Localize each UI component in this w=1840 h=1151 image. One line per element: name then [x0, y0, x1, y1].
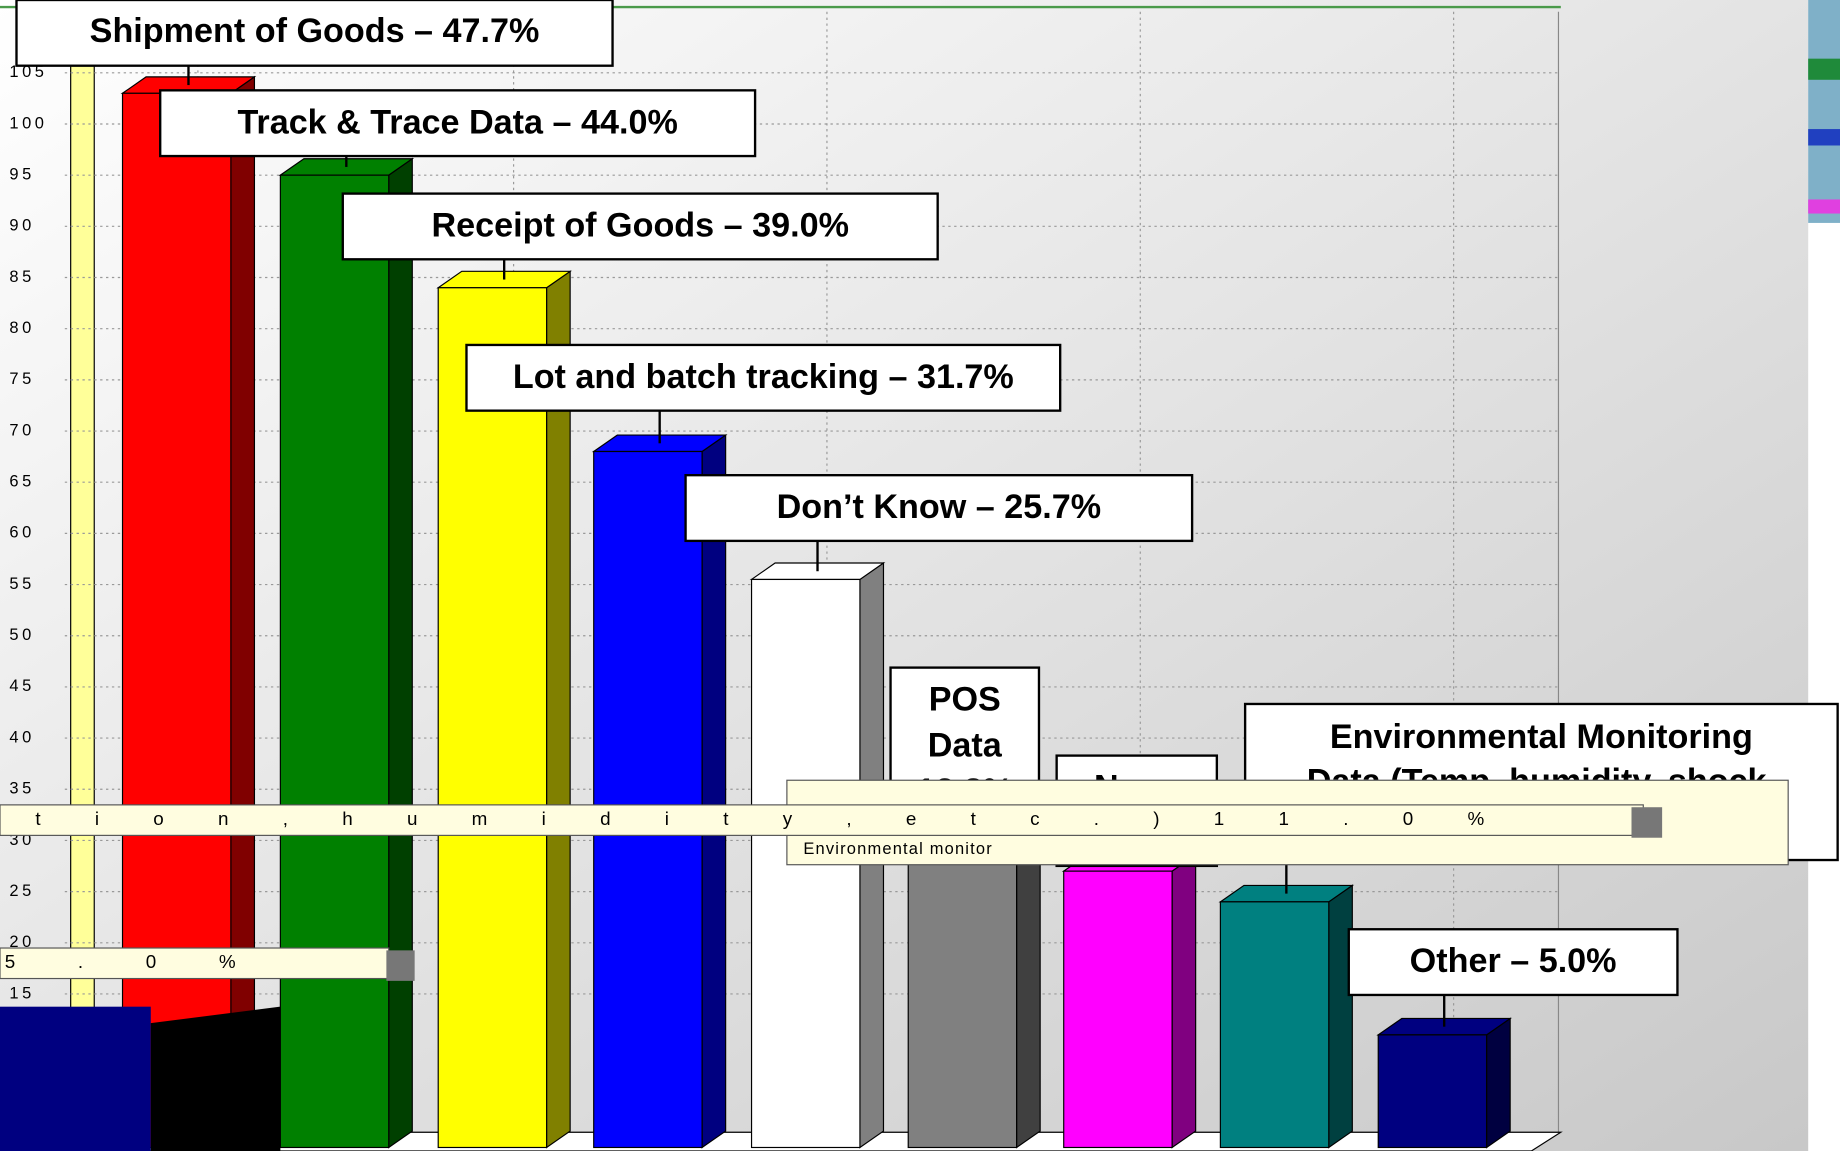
callout-label: Environmental Monitoring [1330, 718, 1753, 756]
overlay-strip [0, 947, 390, 980]
callout-label: POS [929, 681, 1001, 719]
bar-side [1171, 853, 1197, 1149]
bar-side [388, 157, 413, 1149]
y-tick-label: 25 [9, 882, 34, 900]
y-tick-label: 80 [9, 319, 34, 337]
bar [1219, 901, 1330, 1149]
thumbnail [1808, 0, 1840, 223]
y-tick-label: 45 [9, 677, 34, 695]
bar [1063, 870, 1173, 1149]
callout-box [159, 89, 757, 158]
callout-label: Track & Trace Data – 44.0% [237, 103, 677, 141]
y-tick-label: 105 [9, 63, 47, 81]
thumbnail-image [1808, 58, 1840, 80]
y-tick-label: 70 [9, 421, 34, 439]
overlay-strip [0, 804, 1644, 836]
y-tick-label: 85 [9, 268, 34, 286]
thumbnail-image [1808, 199, 1840, 214]
bar-side [230, 75, 256, 1149]
bar [437, 287, 548, 1149]
callout-label: Shipment of Goods – 47.7% [90, 12, 540, 50]
y-tick-label: 20 [9, 933, 34, 951]
callout-label: Receipt of Goods – 39.0% [431, 207, 848, 245]
callout-box [341, 192, 939, 261]
y-tick-label: 95 [9, 166, 34, 184]
bar-side [1486, 1017, 1511, 1149]
callout-label: Lot and batch tracking – 31.7% [513, 358, 1014, 396]
overlay-block [0, 1006, 151, 1151]
y-tick-label: 50 [9, 626, 34, 644]
callout-box [15, 0, 614, 67]
thumbnail-image [1808, 0, 1840, 223]
bar-side [1328, 884, 1353, 1149]
bar [1377, 1034, 1488, 1149]
y-tick-label: 90 [9, 217, 34, 235]
overlay-strip-shadow [386, 950, 415, 981]
left-pillar [70, 22, 95, 1151]
overlay-strips: t i o n , h u m i d i t y , e t c . ) 1 … [0, 779, 1789, 981]
bar [121, 92, 232, 1149]
y-tick-label: 60 [9, 524, 34, 542]
bars [120, 75, 1513, 1149]
overlay-strip-shadow [1631, 807, 1663, 838]
y-tick-label: 100 [9, 114, 47, 132]
y-tick-label: 15 [9, 984, 34, 1002]
y-tick-label: 55 [9, 575, 34, 593]
callout-box [684, 474, 1194, 543]
y-tick-label: 75 [9, 370, 34, 388]
callout-label: Don’t Know – 25.7% [777, 488, 1101, 526]
callout-label: Data [928, 726, 1003, 764]
bar [593, 450, 703, 1149]
callout-box [465, 343, 1062, 412]
y-tick-label: 35 [9, 780, 34, 798]
y-tick-label: 40 [9, 728, 34, 746]
overlay-block-side [150, 1006, 281, 1151]
bar-side [1016, 822, 1041, 1149]
annotation: Environmental monitor [803, 840, 993, 858]
callout-box [1347, 928, 1679, 997]
callout-label: Other – 5.0% [1410, 942, 1617, 980]
bar [279, 174, 390, 1149]
y-tick-label: 65 [9, 473, 34, 491]
thumbnail-image [1808, 129, 1840, 146]
bar [907, 839, 1018, 1149]
